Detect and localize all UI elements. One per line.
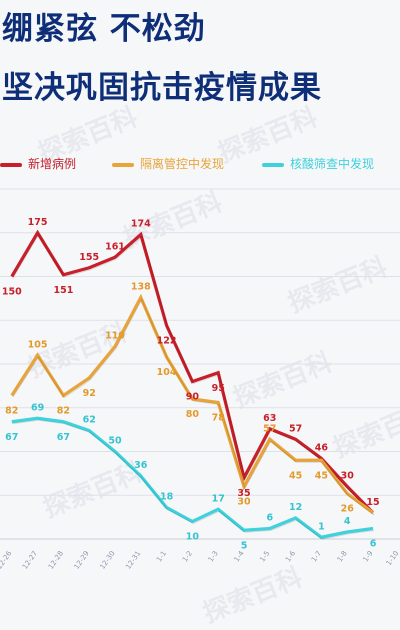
x-tick-label: 12-31	[124, 550, 142, 571]
series-line-0	[10, 229, 375, 514]
data-label: 5	[241, 540, 248, 551]
data-label: 63	[263, 413, 276, 424]
x-tick-label: 1-3	[207, 550, 220, 564]
data-label: 92	[83, 388, 96, 399]
legend-label: 新增病例	[28, 157, 77, 171]
series-shadow-1	[12, 298, 375, 516]
data-label: 18	[160, 492, 174, 503]
x-tick-label: 12-28	[47, 550, 65, 571]
data-label: 62	[83, 415, 96, 426]
data-label: 6	[266, 513, 273, 524]
data-label: 45	[289, 470, 302, 481]
data-label: 82	[57, 406, 70, 417]
data-label: 110	[105, 331, 125, 342]
x-tick-label: 12-26	[0, 549, 14, 571]
data-label: 26	[341, 504, 355, 515]
x-tick-label: 1-8	[336, 550, 349, 564]
data-label: 82	[5, 406, 18, 417]
x-tick-label: 1-7	[310, 550, 323, 564]
series-line-1	[10, 293, 374, 515]
page-title-line1: 绷紧弦 不松劲	[2, 11, 206, 47]
legend-label: 核酸筛查中发现	[290, 157, 375, 171]
data-label: 80	[186, 409, 200, 420]
legend-swatch	[112, 163, 134, 167]
legend-swatch	[262, 163, 284, 167]
data-label: 161	[105, 241, 125, 252]
data-label: 67	[5, 432, 18, 443]
data-label: 57	[289, 423, 302, 434]
x-tick-label: 1-2	[181, 550, 194, 564]
x-tick-label: 1-6	[284, 549, 297, 563]
data-label: 122	[157, 336, 177, 347]
legend-swatch	[0, 163, 22, 167]
data-label: 90	[186, 392, 200, 403]
data-label: 12	[289, 502, 302, 513]
legend-label: 隔离管控中发现	[140, 157, 225, 171]
series-shadow-0	[12, 233, 375, 516]
data-label: 104	[157, 367, 177, 378]
line-chart: 12-26 12-27 12-28 12-29 12-30 12-31 1-1 1-2 1-3 1…	[0, 188, 400, 571]
data-label: 45	[315, 470, 328, 481]
data-label: 46	[315, 443, 329, 454]
data-label: 10	[186, 532, 200, 543]
data-label: 17	[212, 493, 225, 504]
data-label: 1	[318, 521, 325, 532]
data-label: 174	[131, 219, 151, 230]
data-label: 105	[28, 339, 48, 350]
data-label: 151	[53, 285, 73, 296]
x-tick-label: 12-27	[21, 550, 39, 571]
data-label: 69	[31, 402, 44, 413]
data-label: 67	[57, 432, 70, 443]
x-tick-label: 1-5	[258, 550, 271, 564]
x-tick-label: 1-9	[362, 550, 375, 564]
data-label: 36	[134, 460, 148, 471]
data-label: 138	[131, 282, 151, 293]
data-label: 15	[366, 497, 379, 508]
data-label: 155	[79, 252, 99, 263]
data-label: 30	[237, 497, 251, 508]
data-label: 4	[344, 516, 351, 527]
data-label: 50	[108, 436, 122, 447]
data-label: 35	[237, 488, 250, 499]
series-line-2	[11, 416, 374, 539]
data-label: 78	[212, 413, 226, 424]
x-tick-label: 12-29	[73, 550, 91, 571]
data-label: 30	[341, 471, 355, 482]
x-tick-label: 1-1	[155, 550, 168, 564]
page-title-line2: 坚决巩固抗击疫情成果	[2, 70, 322, 106]
data-label: 57	[263, 423, 276, 434]
chart-legend: 新增病例 隔离管控中发现 核酸筛查中发现	[0, 154, 400, 174]
data-label: 175	[28, 217, 48, 228]
data-label: 150	[2, 287, 22, 298]
x-tick-label: 1-4	[233, 549, 246, 563]
series-shadow-2	[12, 419, 375, 540]
data-label: 95	[212, 383, 225, 394]
data-label: 6	[370, 539, 377, 550]
x-tick-label: 12-30	[98, 550, 116, 571]
x-tick-label: 1-10	[385, 550, 400, 568]
